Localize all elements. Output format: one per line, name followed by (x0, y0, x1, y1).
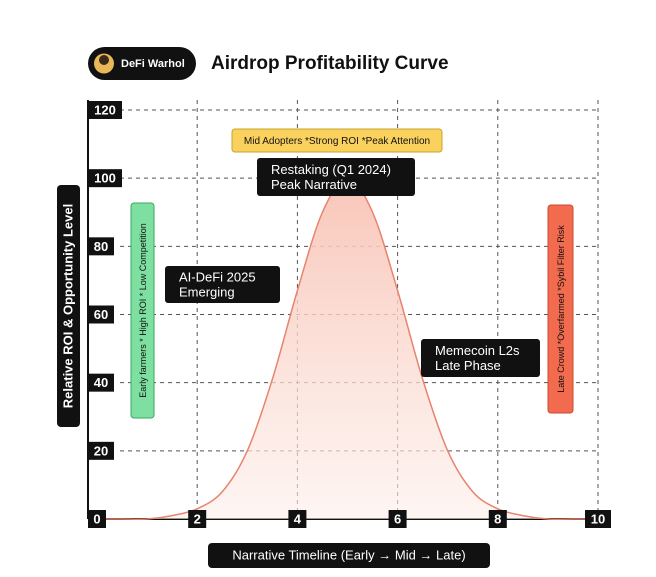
annotation-text: Restaking (Q1 2024) (271, 162, 391, 177)
x-tick-label: 0 (93, 511, 100, 526)
y-tick-label: 80 (94, 239, 108, 254)
area (97, 178, 598, 520)
annotation-text: Late Phase (435, 358, 501, 373)
x-tick-box (388, 510, 407, 528)
x-axis-title: Narrative Timeline (Early → Mid → Late) (232, 547, 465, 562)
annotation-text: Memecoin L2s (435, 343, 520, 358)
annotation-box (547, 204, 574, 414)
y-tick-box (88, 373, 114, 392)
annotation-box (130, 202, 155, 419)
x-tick-label: 4 (294, 511, 302, 526)
x-tick-label: 2 (194, 511, 201, 526)
annotation-text: Mid Adopters *Strong ROI *Peak Attention (244, 136, 430, 147)
annotation-text: Early farmers * High ROI * Low Competiti… (138, 223, 148, 398)
y-tick-box (88, 101, 122, 119)
annotation-box (231, 128, 443, 153)
annotation-box (257, 158, 415, 196)
y-tick-box (88, 441, 114, 460)
annotation-text: Emerging (179, 284, 235, 299)
x-tick-box (488, 510, 507, 528)
y-axis-title: Relative ROI & Opportunity Level (60, 204, 75, 408)
y-tick-box (88, 169, 122, 188)
x-tick-label: 6 (394, 511, 401, 526)
y-tick-label: 20 (94, 443, 108, 458)
annotation-box (165, 266, 280, 303)
brand-pill (88, 47, 196, 80)
brand-badge: DeFi Warhol (88, 47, 196, 80)
y-tick-label: 100 (94, 171, 116, 186)
chart-title: Airdrop Profitability Curve (211, 53, 449, 74)
brand-name: DeFi Warhol (121, 58, 185, 70)
y-tick-label: 40 (94, 375, 108, 390)
annotation-text: AI-DeFi 2025 (179, 269, 256, 284)
y-tick-label: 60 (94, 307, 108, 322)
x-tick-label: 10 (591, 511, 605, 526)
x-axis-title-box (208, 543, 490, 568)
y-tick-box (88, 237, 114, 256)
annotation-text: Late Crowd *Overfarmed *Sybil Filter Ris… (556, 225, 566, 393)
annotation-text: Peak Narrative (271, 177, 357, 192)
x-tick-box (88, 510, 106, 528)
avatar-head (99, 55, 109, 65)
plot: 20 40 60 80 100 120 0 2 4 6 8 10 Narrative Timeline … (57, 100, 611, 568)
y-axis-title-box (57, 185, 80, 427)
x-tick-box (288, 510, 307, 528)
x-tick-label: 8 (494, 511, 501, 526)
y-tick-box (88, 305, 114, 324)
x-tick-box (188, 510, 207, 528)
x-tick-box (585, 510, 611, 528)
y-tick-label: 120 (94, 102, 116, 117)
annotation-box (421, 339, 540, 377)
